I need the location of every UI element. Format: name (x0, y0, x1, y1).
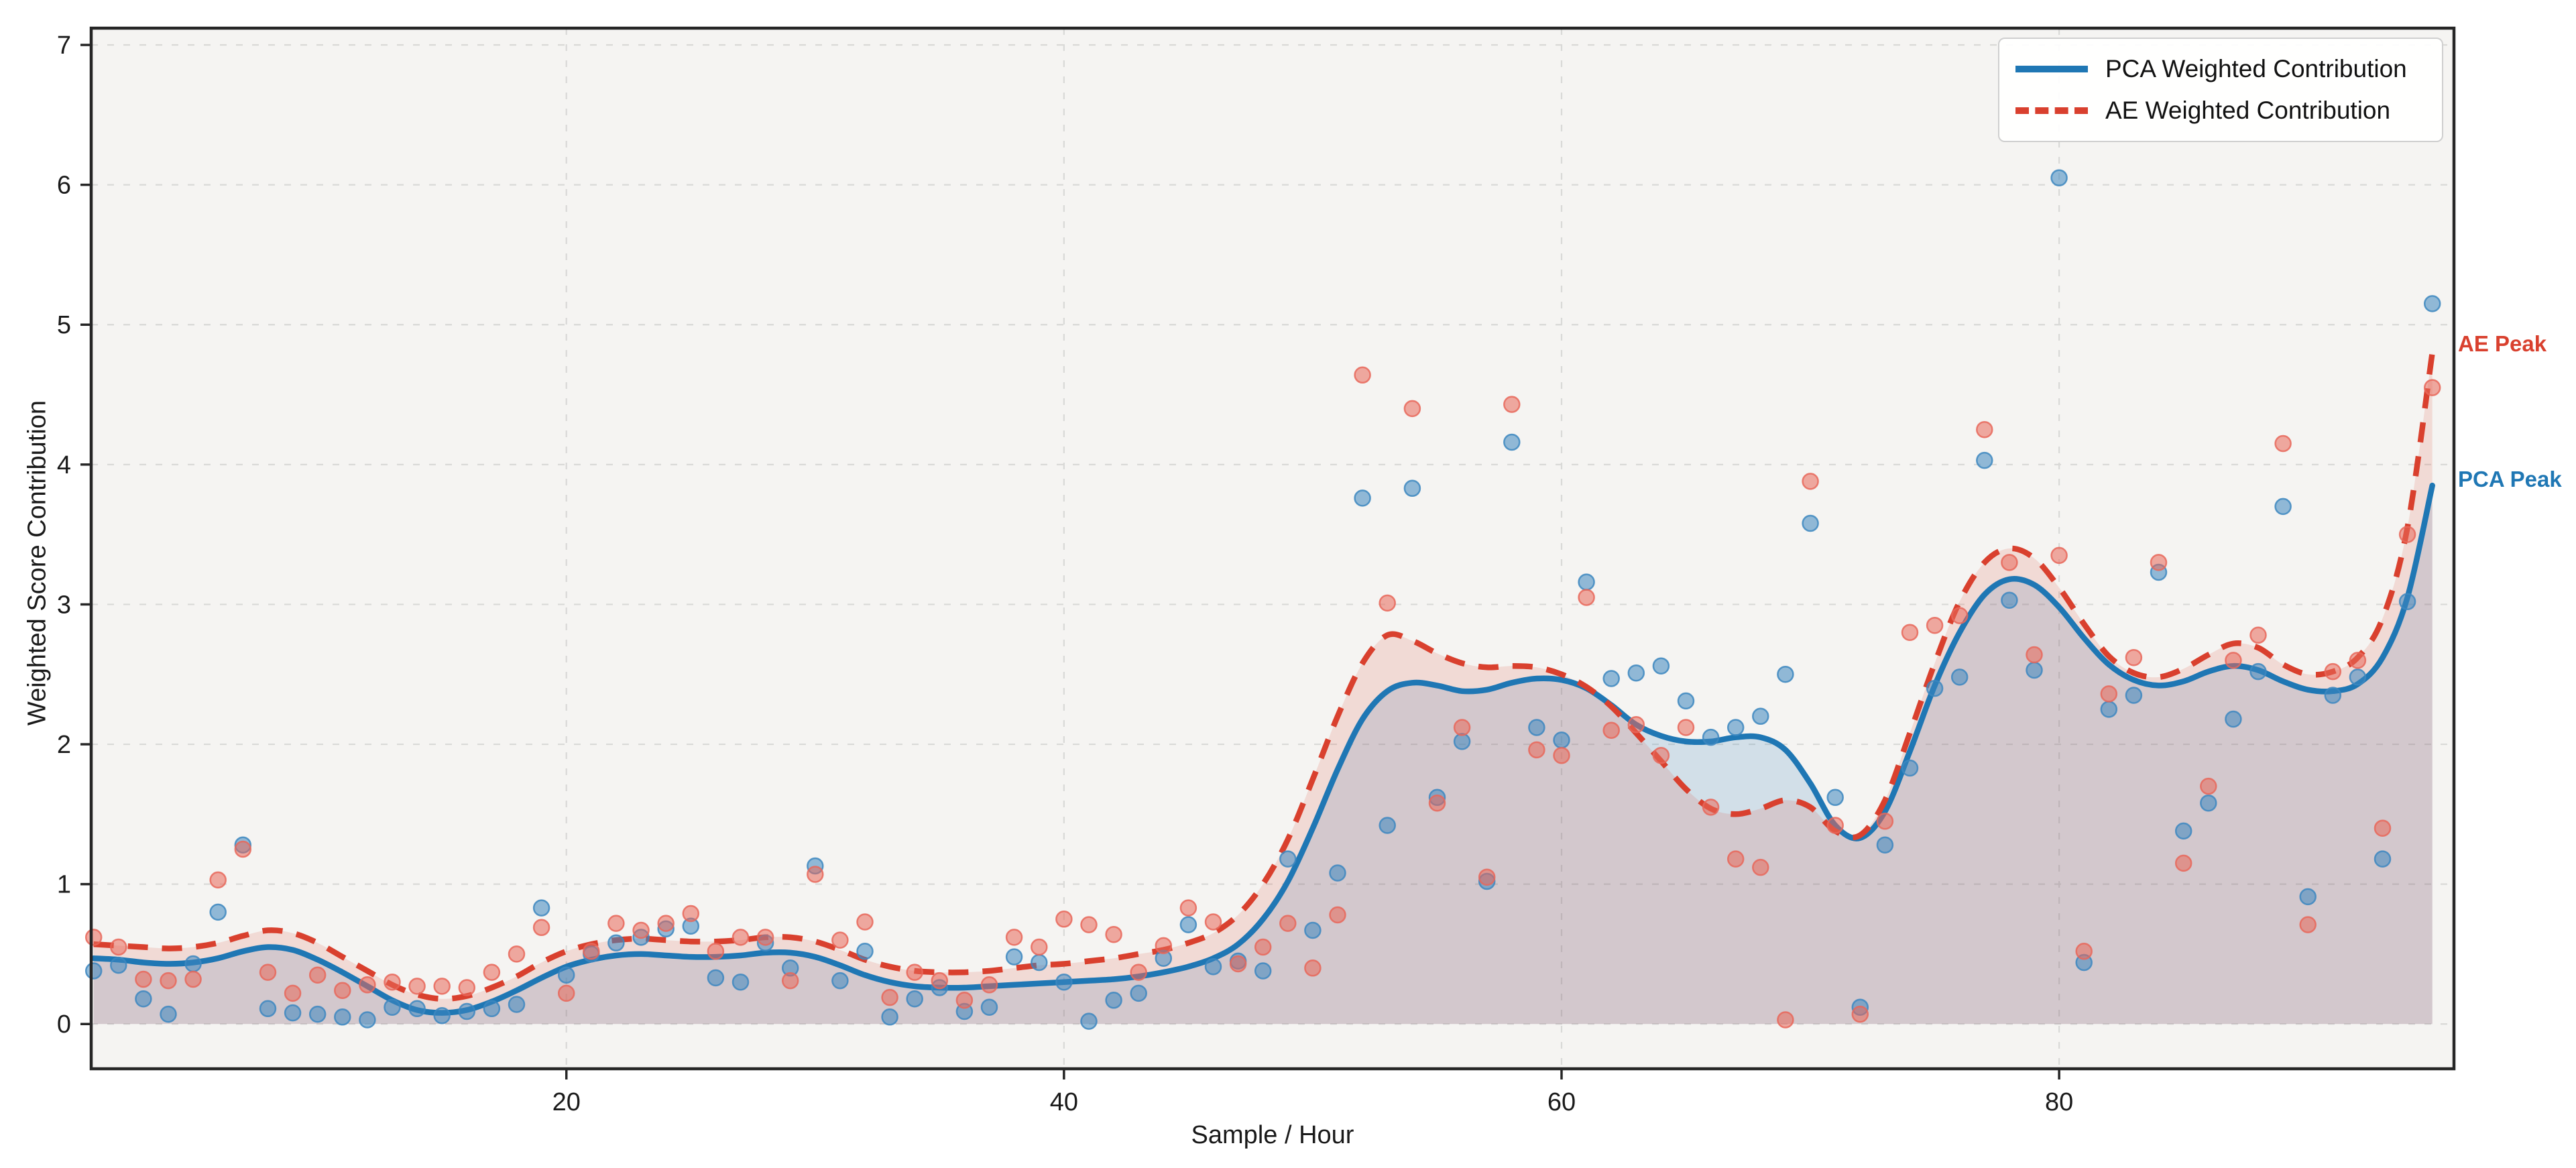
ae-peak-annotation: AE Peak (2458, 331, 2547, 356)
plot-spines (89, 26, 2456, 1071)
svg-text:1: 1 (57, 871, 71, 899)
pca-peak-annotation: PCA Peak (2458, 466, 2562, 491)
x-tick-labels: 20 40 60 80 (552, 1069, 2073, 1116)
ae-line-swatch-icon (2015, 107, 2088, 114)
svg-text:3: 3 (57, 591, 71, 619)
svg-text:7: 7 (57, 32, 71, 60)
legend-item-pca: PCA Weighted Contribution (2015, 48, 2426, 90)
svg-text:6: 6 (57, 172, 71, 200)
y-tick-labels: 0 1 2 3 4 5 6 7 (57, 32, 91, 1039)
svg-text:5: 5 (57, 311, 71, 339)
legend-item-ae: AE Weighted Contribution (2015, 90, 2426, 131)
pca-area-fill (93, 485, 2433, 1025)
ae-scatter-points (84, 366, 2441, 1029)
svg-text:2: 2 (57, 731, 71, 759)
pca-line-swatch-icon (2015, 66, 2088, 72)
svg-text:60: 60 (1547, 1088, 1576, 1116)
svg-text:4: 4 (57, 451, 71, 479)
legend-label-pca: PCA Weighted Contribution (2105, 55, 2407, 82)
y-axis-label: Weighted Score Contribution (23, 400, 52, 726)
legend: PCA Weighted Contribution AE Weighted Co… (1998, 38, 2443, 142)
legend-label-ae: AE Weighted Contribution (2105, 97, 2391, 124)
svg-text:40: 40 (1050, 1088, 1078, 1116)
svg-text:20: 20 (552, 1088, 581, 1116)
svg-text:0: 0 (57, 1010, 71, 1039)
svg-text:80: 80 (2045, 1088, 2073, 1116)
x-axis-label: Sample / Hour (1191, 1121, 1354, 1149)
ae-area-fill (93, 353, 2433, 1025)
ae-trend-line (93, 352, 2435, 1002)
